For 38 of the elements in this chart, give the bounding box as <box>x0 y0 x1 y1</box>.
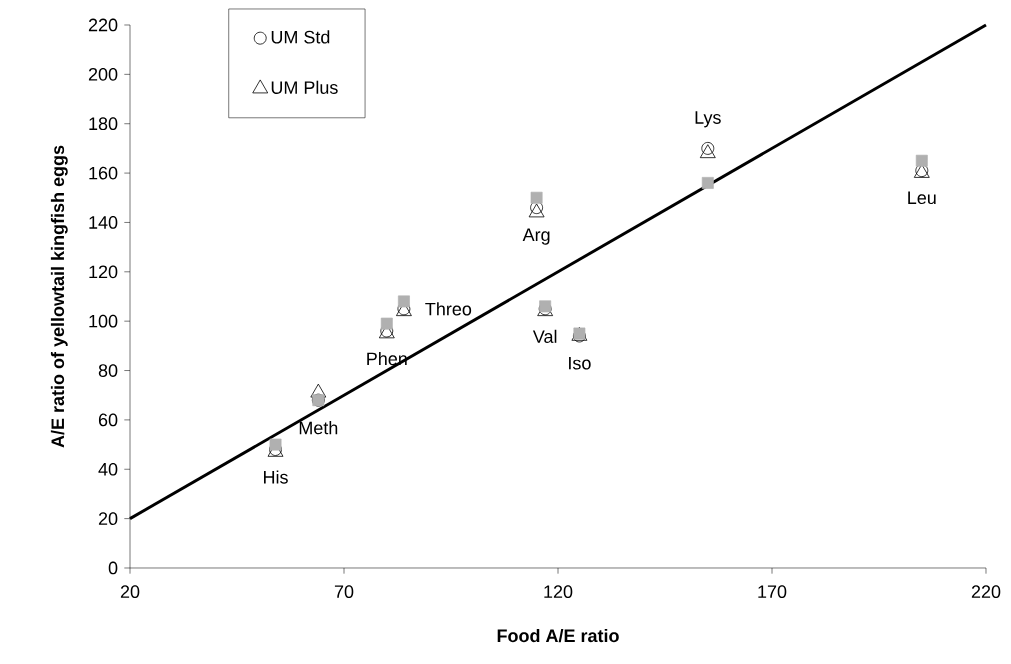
y-tick-label: 200 <box>88 67 118 81</box>
y-tick-label: 100 <box>89 314 118 328</box>
legend-label: UM Std <box>271 30 330 44</box>
point <box>397 295 410 308</box>
x-tick-label: 70 <box>334 585 354 599</box>
point <box>380 317 393 330</box>
y-tick-label: 160 <box>89 166 118 180</box>
y-tick-label: 80 <box>98 364 118 377</box>
x-tick-label: 20 <box>120 585 140 599</box>
annotation: Val <box>532 329 557 343</box>
annotation: Meth <box>299 421 338 435</box>
point <box>699 144 716 159</box>
y-tick-label: 60 <box>98 413 118 427</box>
point <box>269 438 282 451</box>
point <box>701 142 715 155</box>
point <box>915 154 928 167</box>
y-tick-label: 40 <box>98 462 118 476</box>
y-tick-label: 20 <box>98 512 118 525</box>
y-tick-label: 220 <box>88 18 118 32</box>
annotation: Leu <box>908 191 936 205</box>
y-tick-label: 120 <box>89 265 118 279</box>
x-axis-title: Food A/E ratio <box>497 628 619 643</box>
y-axis-title: A/E ratio of yellowtail kingfish eggs <box>50 145 68 448</box>
annotation: His <box>264 470 288 484</box>
annotation: Threo <box>425 302 472 316</box>
point <box>530 191 543 204</box>
x-tick-label: 220 <box>971 585 1001 599</box>
annotation: Arg <box>522 228 550 245</box>
x-tick-label: 120 <box>544 585 573 599</box>
annotation: Lys <box>695 111 721 128</box>
point <box>701 177 714 189</box>
annotation: Iso <box>569 356 591 370</box>
y-tick-label: 180 <box>89 117 118 131</box>
x-tick-label: 170 <box>758 585 787 599</box>
legend-label: UM Plus <box>271 80 338 94</box>
annotation: Phen <box>367 351 407 366</box>
y-tick-label: 140 <box>89 216 118 229</box>
y-tick-label: 0 <box>108 561 118 575</box>
